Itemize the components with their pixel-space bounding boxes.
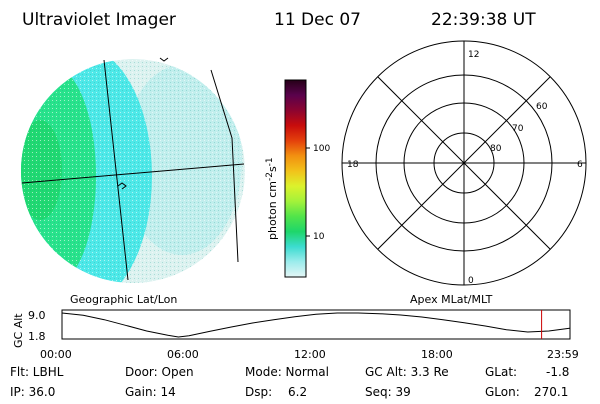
status-glon-label: GLon: — [485, 385, 520, 399]
status-glat-label: GLat: — [485, 365, 517, 379]
subsolar-marker — [117, 182, 127, 190]
orbit-chart-frame — [61, 309, 571, 340]
orbit-x-tick-0000: 00:00 — [40, 348, 72, 361]
colorbar-unit-label: photon cm-2s-1 — [265, 157, 279, 240]
colorbar-label-10: 10 — [313, 232, 325, 242]
orbit-x-tick-0600: 06:00 — [167, 348, 199, 361]
colorbar-frame — [284, 79, 307, 278]
mlat-label-80: 80 — [490, 144, 502, 154]
polar-labels: 12 18 6 0 60 70 80 — [347, 50, 583, 286]
geographic-grid — [21, 57, 245, 281]
colorbar-gradient — [285, 80, 306, 277]
time-label: 22:39:38 UT — [431, 10, 536, 30]
status-mode: Mode: Normal — [245, 365, 329, 379]
status-dsp-value: 6.2 — [288, 385, 307, 399]
latitude-line — [21, 163, 245, 184]
mlt-label-right: 6 — [577, 160, 583, 170]
polar-plot — [341, 40, 587, 286]
earth-noise-texture — [21, 59, 245, 283]
limb-marker — [159, 57, 169, 62]
mlat-label-70: 70 — [512, 124, 524, 134]
instrument-title: Ultraviolet Imager — [22, 10, 176, 30]
mlt-label-top: 12 — [468, 50, 479, 60]
orbit-y-tick-max: 9.0 — [28, 309, 46, 322]
status-block: Flt: LBHL IP: 36.0 Door: Open Gain: 14 M… — [10, 365, 569, 399]
status-door: Door: Open — [125, 365, 194, 379]
mlt-label-left: 18 — [347, 160, 359, 170]
status-ip: IP: 36.0 — [10, 385, 55, 399]
status-gain: Gain: 14 — [125, 385, 176, 399]
status-filter: Flt: LBHL — [10, 365, 64, 379]
colorbar-label-100: 100 — [313, 144, 330, 154]
status-glon-value: 270.1 — [534, 385, 568, 399]
mlat-label-60: 60 — [536, 102, 548, 112]
colorbar: 100 10 photon cm-2s-1 — [265, 79, 330, 278]
longitude-line-east — [210, 69, 239, 263]
longitude-line-west — [103, 59, 129, 281]
polar-diagonal-2 — [377, 76, 551, 250]
orbit-y-axis-label: GC Alt — [12, 313, 25, 348]
status-dsp-label: Dsp: — [245, 385, 272, 399]
date-label: 11 Dec 07 — [274, 10, 361, 30]
orbit-altitude-line — [61, 312, 570, 338]
left-panel-caption: Geographic Lat/Lon — [70, 293, 177, 306]
orbit-x-tick-2359: 23:59 — [547, 348, 579, 361]
orbit-x-tick-1800: 18:00 — [421, 348, 453, 361]
orbit-chart: GC Alt 9.0 1.8 00:00 06:00 12:00 18:00 2… — [12, 309, 579, 361]
orbit-y-tick-min: 1.8 — [28, 330, 46, 343]
orbit-x-tick-1200: 12:00 — [294, 348, 326, 361]
status-seq: Seq: 39 — [365, 385, 411, 399]
right-panel-caption: Apex MLat/MLT — [410, 293, 493, 306]
status-glat-value: -1.8 — [546, 365, 569, 379]
mlt-label-bottom: 0 — [468, 276, 474, 286]
status-gc-alt: GC Alt: 3.3 Re — [365, 365, 449, 379]
